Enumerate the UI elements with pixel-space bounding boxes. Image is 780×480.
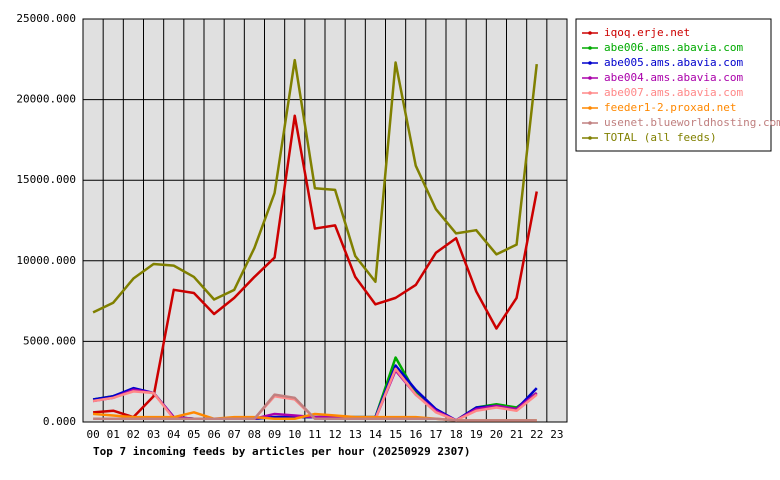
x-tick-label: 15 [389, 428, 402, 441]
x-tick-label: 09 [268, 428, 281, 441]
legend-marker [588, 91, 592, 95]
legend-label: abe007.ams.abavia.com [604, 86, 743, 99]
y-tick-label: 5000.000 [23, 334, 76, 347]
y-tick-label: 10000.000 [16, 254, 76, 267]
x-tick-label: 08 [248, 428, 261, 441]
legend-label: iqoq.erje.net [604, 26, 690, 39]
x-tick-label: 02 [127, 428, 140, 441]
legend-label: usenet.blueworldhosting.com [604, 116, 780, 129]
x-tick-label: 12 [328, 428, 341, 441]
legend-label: TOTAL (all feeds) [604, 131, 717, 144]
y-tick-label: 25000.000 [16, 12, 76, 25]
x-tick-label: 05 [187, 428, 200, 441]
x-tick-label: 20 [490, 428, 503, 441]
legend-marker [588, 106, 592, 110]
y-tick-label: 15000.000 [16, 173, 76, 186]
x-tick-label: 21 [510, 428, 523, 441]
legend-label: abe004.ams.abavia.com [604, 71, 743, 84]
x-tick-label: 14 [369, 428, 383, 441]
legend-marker [588, 31, 592, 35]
x-tick-label: 11 [308, 428, 321, 441]
x-tick-label: 04 [167, 428, 181, 441]
legend-marker [588, 61, 592, 65]
x-tick-label: 19 [470, 428, 483, 441]
chart-title: Top 7 incoming feeds by articles per hou… [93, 445, 471, 458]
x-tick-label: 00 [86, 428, 99, 441]
legend [575, 18, 772, 152]
legend-label: abe005.ams.abavia.com [604, 56, 743, 69]
series-line [92, 114, 538, 419]
plot-frame [82, 18, 568, 423]
series-line [92, 58, 538, 314]
x-tick-label: 18 [449, 428, 462, 441]
legend-label: abe006.ams.abavia.com [604, 41, 743, 54]
legend-marker [588, 136, 592, 140]
x-tick-label: 10 [288, 428, 301, 441]
series-line [93, 393, 537, 422]
legend-marker [588, 76, 592, 80]
x-tick-label: 22 [530, 428, 543, 441]
legend-marker [588, 121, 592, 125]
legend-label: feeder1-2.proxad.net [604, 101, 736, 114]
x-tick-label: 16 [409, 428, 422, 441]
x-tick-label: 07 [228, 428, 241, 441]
x-tick-label: 17 [429, 428, 442, 441]
y-tick-label: 20000.000 [16, 93, 76, 106]
x-tick-label: 13 [349, 428, 362, 441]
x-tick-label: 23 [550, 428, 563, 441]
x-tick-label: 06 [207, 428, 220, 441]
x-tick-label: 03 [147, 428, 160, 441]
y-tick-label: 0.000 [43, 415, 76, 428]
x-tick-label: 01 [107, 428, 120, 441]
legend-marker [588, 46, 592, 50]
